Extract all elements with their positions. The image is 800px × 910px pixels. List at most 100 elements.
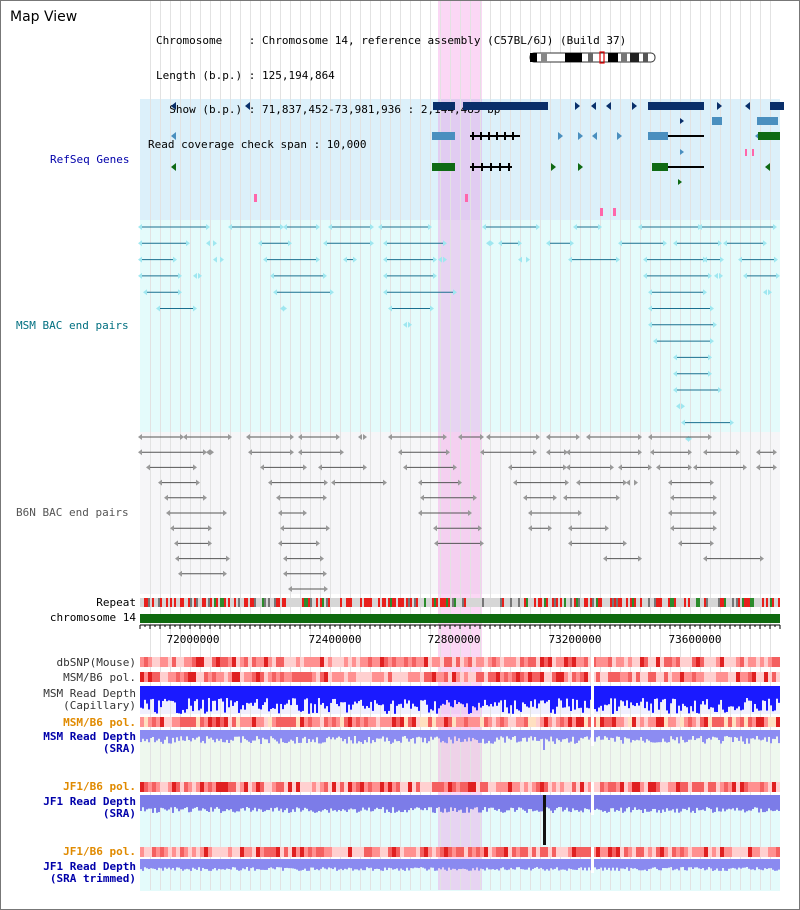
dbsnp-label: dbSNP(Mouse) <box>56 656 136 669</box>
repeat-element <box>722 598 724 607</box>
chromosome-bar[interactable] <box>140 614 780 623</box>
strand-arrow <box>213 240 217 247</box>
depth-bar <box>566 859 568 871</box>
depth-bar <box>484 859 486 871</box>
depth-bar <box>308 859 310 871</box>
b6n-bac-pairs[interactable] <box>138 434 777 592</box>
pol-cell <box>436 657 440 667</box>
pol-cell <box>672 657 676 667</box>
pol-cell <box>688 782 692 792</box>
repeat-element <box>160 598 162 607</box>
pol-cell <box>288 847 292 857</box>
depth-bar <box>424 859 426 869</box>
depth-bar <box>588 686 590 709</box>
depth-bar <box>394 730 396 740</box>
pol-cell <box>560 717 564 727</box>
depth-bar <box>534 686 536 700</box>
strand-arrow <box>638 224 642 230</box>
depth-bar <box>530 795 532 810</box>
depth-bar <box>752 859 754 870</box>
pol-cell <box>712 672 716 682</box>
depth-bar <box>246 859 248 868</box>
depth-bar <box>504 686 506 700</box>
depth-bar <box>216 795 218 808</box>
strand-arrow <box>158 479 162 486</box>
pol-cell <box>416 657 420 667</box>
msm-bac-pairs[interactable] <box>138 224 780 442</box>
depth-bar <box>404 686 406 700</box>
depth-bar <box>240 730 242 743</box>
depth-bar <box>434 730 436 738</box>
depth-bar <box>722 795 724 809</box>
depth-bar <box>660 859 662 871</box>
repeat-element <box>234 598 236 607</box>
strand-arrow <box>433 525 437 532</box>
pol-cell <box>208 717 212 727</box>
pol-cell <box>176 847 180 857</box>
pol-cell <box>636 717 640 727</box>
pol-cell <box>612 672 616 682</box>
depth-bar <box>604 859 606 868</box>
depth-bar <box>156 795 158 813</box>
pol-cell <box>576 717 580 727</box>
strand-arrow <box>318 464 322 471</box>
pol-cell <box>760 717 764 727</box>
b6n-bac-track-label[interactable]: B6N BAC end pairs <box>16 506 129 519</box>
depth-bar <box>708 686 710 710</box>
pol-cell <box>720 782 724 792</box>
polymorphism-strips[interactable] <box>140 657 780 857</box>
pol-cell <box>684 672 688 682</box>
strand-arrow <box>434 540 438 547</box>
pol-cell <box>140 717 144 727</box>
refseq-track-label[interactable]: RefSeq Genes <box>50 153 130 166</box>
refseq-gene-features[interactable] <box>171 102 784 216</box>
depth-bar <box>594 730 596 742</box>
read-depth-bars[interactable] <box>140 686 780 873</box>
depth-bar <box>684 686 686 706</box>
depth-bar <box>510 730 512 740</box>
chromosome-ideogram[interactable] <box>529 51 656 64</box>
pol-cell <box>404 717 408 727</box>
pol-cell <box>428 782 432 792</box>
pol-cell <box>432 717 436 727</box>
depth-bar <box>624 730 626 738</box>
depth-bar <box>580 686 582 708</box>
pol-cell <box>156 672 160 682</box>
strand-arrow <box>246 434 250 440</box>
msm-bac-track-label[interactable]: MSM BAC end pairs <box>16 319 129 332</box>
repeat-element <box>724 598 726 607</box>
depth-bar <box>356 730 358 744</box>
strand-arrow <box>643 256 647 263</box>
pol-cell <box>148 847 152 857</box>
repeat-element <box>392 598 394 607</box>
depth-bar <box>662 859 664 869</box>
depth-bar <box>236 686 238 702</box>
depth-bar <box>344 859 346 869</box>
depth-bar <box>596 730 598 738</box>
repeat-element <box>222 598 224 607</box>
pol-cell <box>348 717 352 727</box>
depth-bar <box>352 859 354 871</box>
pol-cell <box>664 782 668 792</box>
repeat-element <box>766 598 768 607</box>
depth-bar <box>596 686 598 712</box>
depth-bar <box>676 859 678 869</box>
repeat-element <box>144 598 146 607</box>
depth-bar <box>448 859 450 868</box>
strand-arrow <box>774 256 778 263</box>
depth-bar <box>486 859 488 868</box>
pol-cell <box>296 782 300 792</box>
depth-bar <box>230 795 232 810</box>
depth-bar <box>486 795 488 812</box>
depth-bar <box>654 859 656 868</box>
repeat-track-bar[interactable] <box>140 598 780 607</box>
depth-bar <box>774 859 776 871</box>
strand-arrow <box>566 449 570 456</box>
depth-bar <box>710 795 712 810</box>
depth-bar <box>218 859 220 869</box>
grid-line <box>530 0 531 890</box>
pol-cell <box>528 782 532 792</box>
strand-arrow <box>668 510 672 516</box>
repeat-element <box>718 598 720 607</box>
